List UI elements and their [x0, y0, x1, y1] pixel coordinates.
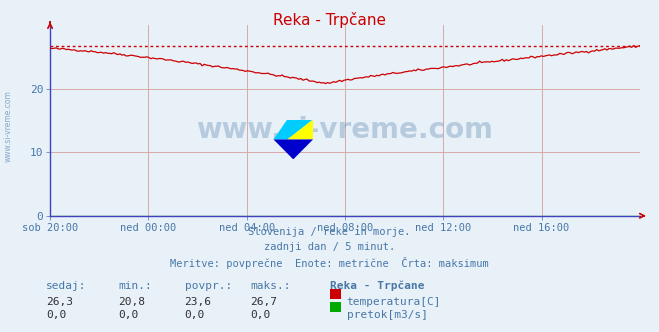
Polygon shape: [273, 120, 313, 139]
Text: Slovenija / reke in morje.: Slovenija / reke in morje.: [248, 227, 411, 237]
Text: Reka - Trpčane: Reka - Trpčane: [273, 12, 386, 28]
Text: 26,3: 26,3: [46, 297, 73, 307]
Text: 0,0: 0,0: [185, 310, 205, 320]
Text: maks.:: maks.:: [250, 281, 291, 290]
Text: www.si-vreme.com: www.si-vreme.com: [3, 90, 13, 162]
Text: sedaj:: sedaj:: [46, 281, 86, 290]
Text: zadnji dan / 5 minut.: zadnji dan / 5 minut.: [264, 242, 395, 252]
Text: www.si-vreme.com: www.si-vreme.com: [196, 116, 494, 144]
Text: 20,8: 20,8: [119, 297, 146, 307]
Text: temperatura[C]: temperatura[C]: [347, 297, 441, 307]
Text: 0,0: 0,0: [46, 310, 67, 320]
Text: 0,0: 0,0: [250, 310, 271, 320]
Text: 0,0: 0,0: [119, 310, 139, 320]
Text: povpr.:: povpr.:: [185, 281, 232, 290]
Polygon shape: [287, 120, 313, 139]
Text: min.:: min.:: [119, 281, 152, 290]
Text: 23,6: 23,6: [185, 297, 212, 307]
Text: Reka - Trpčane: Reka - Trpčane: [330, 281, 424, 291]
Text: pretok[m3/s]: pretok[m3/s]: [347, 310, 428, 320]
Text: 26,7: 26,7: [250, 297, 277, 307]
Polygon shape: [273, 139, 313, 159]
Text: Meritve: povprečne  Enote: metrične  Črta: maksimum: Meritve: povprečne Enote: metrične Črta:…: [170, 257, 489, 269]
